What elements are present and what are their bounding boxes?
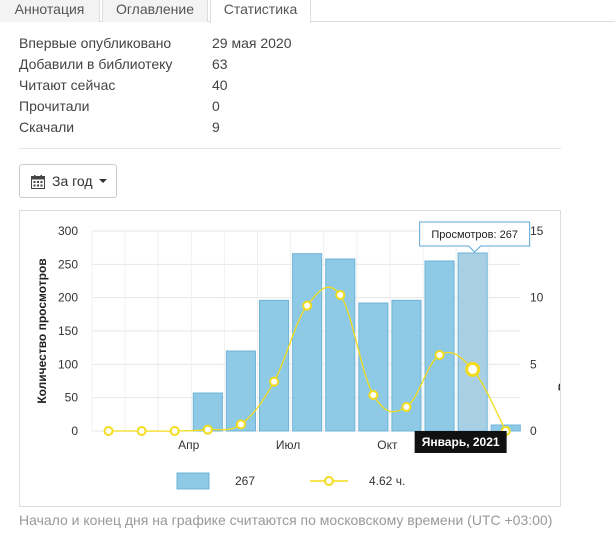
tab-statistics[interactable]: Статистика xyxy=(210,0,311,23)
x-tick-label: Апр xyxy=(178,438,200,452)
bar xyxy=(225,350,256,432)
stat-row-downloaded: Скачали 9 xyxy=(19,119,579,140)
bar xyxy=(292,253,323,432)
bar xyxy=(192,392,223,432)
line-point xyxy=(169,426,180,436)
tab-contents[interactable]: Оглавление xyxy=(102,0,208,22)
timezone-footnote: Начало и конец дня на графике считаются … xyxy=(19,512,553,528)
line-point xyxy=(368,390,379,400)
line-point xyxy=(401,402,412,412)
line-point xyxy=(136,426,147,436)
legend-bar-swatch xyxy=(176,472,210,490)
line-point xyxy=(103,426,114,436)
stat-value: 63 xyxy=(212,56,228,72)
line-point xyxy=(235,419,246,430)
y-left-tick-label: 150 xyxy=(58,324,78,338)
statistics-chart: 0 50 100 150 200 250 300 0 5 10 15 Апр Июл Окт Количес… xyxy=(19,210,561,507)
x-tick-label: Окт xyxy=(377,438,398,452)
y-left-tick-label: 300 xyxy=(58,224,78,238)
legend-line-marker xyxy=(324,476,334,486)
line-point xyxy=(335,290,346,300)
divider xyxy=(19,148,561,149)
line-point xyxy=(202,424,213,435)
y-left-tick-label: 200 xyxy=(58,291,78,305)
stat-value: 29 мая 2020 xyxy=(212,35,292,51)
period-label: За год xyxy=(52,173,93,189)
legend-bar-value: 267 xyxy=(235,474,255,488)
stat-value: 9 xyxy=(212,119,220,135)
stat-row-added: Добавили в библиотеку 63 xyxy=(19,56,579,77)
y-left-tick-label: 0 xyxy=(71,424,78,438)
y-right-axis-title: Время чтения, часы xyxy=(556,271,560,391)
stat-value: 0 xyxy=(212,98,220,114)
stat-label: Читают сейчас xyxy=(19,77,116,93)
x-tooltip-box xyxy=(414,431,507,453)
y-left-tick-label: 100 xyxy=(58,357,78,371)
y-left-axis-title: Количество просмотров xyxy=(35,258,49,403)
y-right-tick-label: 15 xyxy=(530,224,544,238)
stat-row-published: Впервые опубликовано 29 мая 2020 xyxy=(19,35,579,56)
bar xyxy=(259,299,290,432)
bar xyxy=(457,252,488,432)
y-right-tick-label: 10 xyxy=(530,291,544,305)
bar xyxy=(325,258,356,432)
y-right-tick-label: 5 xyxy=(530,357,537,371)
line-point xyxy=(302,300,313,311)
stat-row-reading: Читают сейчас 40 xyxy=(19,77,579,98)
tooltip-box xyxy=(419,221,531,253)
stat-value: 40 xyxy=(212,77,228,93)
period-dropdown-button[interactable]: За год xyxy=(19,164,117,198)
bar xyxy=(424,260,455,432)
chart-svg: 0 50 100 150 200 250 300 0 5 10 15 Апр Июл Окт Количес… xyxy=(35,221,560,490)
line-point xyxy=(465,361,481,377)
tab-annotation[interactable]: Аннотация xyxy=(0,0,100,22)
stat-label: Добавили в библиотеку xyxy=(19,56,173,72)
x-tick-label: Июл xyxy=(276,438,300,452)
tab-bar: Аннотация Оглавление Статистика xyxy=(0,0,615,23)
legend-line-value: 4.62 ч. xyxy=(369,474,405,488)
line-point xyxy=(434,350,445,360)
x-tooltip-text: Январь, 2021 xyxy=(422,435,500,449)
chevron-down-icon xyxy=(99,179,107,183)
calendar-icon xyxy=(31,175,45,189)
tooltip-text: Просмотров: 267 xyxy=(431,229,518,241)
stat-label: Впервые опубликовано xyxy=(19,35,172,51)
stat-label: Прочитали xyxy=(19,98,90,114)
line-point xyxy=(269,376,280,387)
y-right-tick-label: 0 xyxy=(530,424,537,438)
y-left-tick-label: 50 xyxy=(65,391,79,405)
stat-row-finished: Прочитали 0 xyxy=(19,98,579,119)
y-left-tick-label: 250 xyxy=(58,257,78,271)
stat-label: Скачали xyxy=(19,119,75,135)
